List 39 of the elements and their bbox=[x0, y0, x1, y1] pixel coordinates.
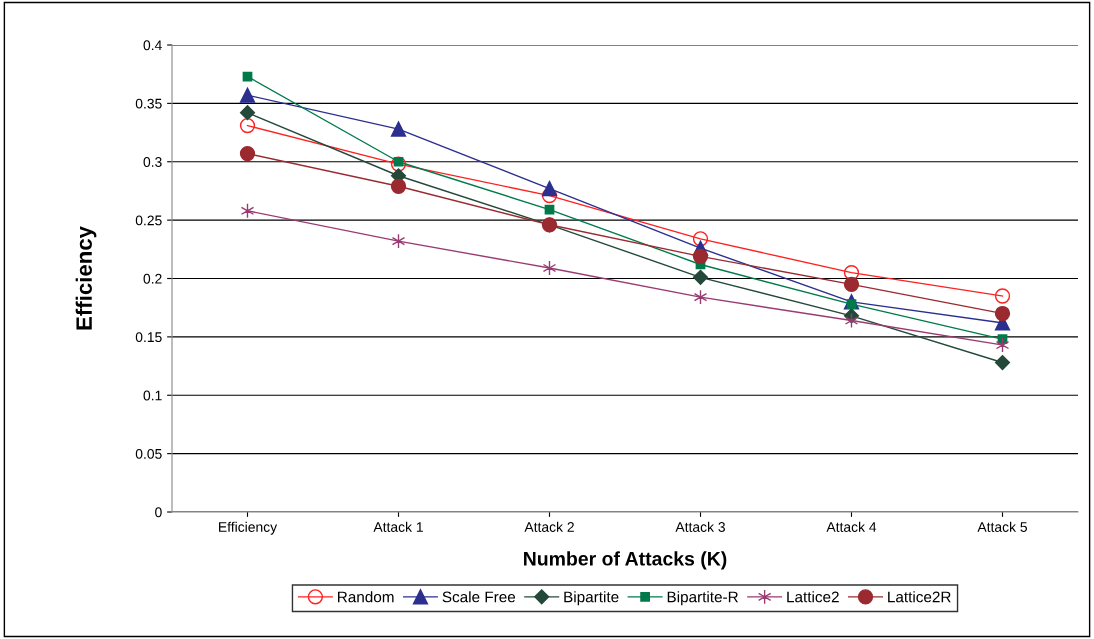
x-tick-label: Attack 4 bbox=[826, 521, 877, 532]
point bbox=[239, 87, 256, 103]
point bbox=[239, 117, 256, 134]
point bbox=[390, 121, 407, 137]
point bbox=[994, 354, 1011, 371]
point bbox=[692, 248, 709, 264]
point bbox=[390, 156, 407, 172]
x-tick-label: Attack 5 bbox=[977, 521, 1028, 532]
y-tick-label: 0.3 bbox=[143, 157, 162, 167]
point bbox=[692, 269, 709, 285]
x-tick-label: Efficiency bbox=[219, 521, 278, 535]
y-tick-label: 0.4 bbox=[143, 40, 162, 51]
x-tick-label: Attack 2 bbox=[524, 521, 574, 532]
legend-label: Lattice2R bbox=[888, 591, 951, 603]
point bbox=[692, 231, 709, 247]
legend-label: Lattice2 bbox=[787, 591, 839, 603]
x-axis-title: Number of Attacks (K) bbox=[524, 551, 727, 570]
legend-label: Bipartite bbox=[564, 591, 619, 606]
legend-label: Scale Free bbox=[442, 591, 516, 603]
point bbox=[239, 105, 256, 121]
point bbox=[239, 145, 256, 162]
point bbox=[843, 265, 860, 281]
point bbox=[994, 305, 1011, 322]
y-tick-label: 0.35 bbox=[135, 98, 162, 109]
y-tick-label: 0 bbox=[155, 507, 162, 518]
y-tick-label: 0.1 bbox=[143, 390, 162, 401]
x-tick-label: Attack 3 bbox=[675, 521, 725, 532]
x-tick-label: Attack 1 bbox=[373, 521, 423, 532]
point bbox=[994, 288, 1011, 304]
y-tick-label: 0.2 bbox=[143, 273, 162, 284]
y-tick-label: 0.25 bbox=[135, 215, 162, 226]
legend-label: Bipartite-R bbox=[667, 591, 738, 606]
point bbox=[843, 276, 860, 292]
y-tick-label: 0.05 bbox=[135, 448, 162, 459]
y-axis-title: Efficiency bbox=[75, 226, 97, 330]
legend-label: Random bbox=[338, 591, 394, 603]
point bbox=[390, 178, 407, 194]
y-tick-label: 0.15 bbox=[135, 332, 162, 343]
point bbox=[541, 180, 558, 197]
